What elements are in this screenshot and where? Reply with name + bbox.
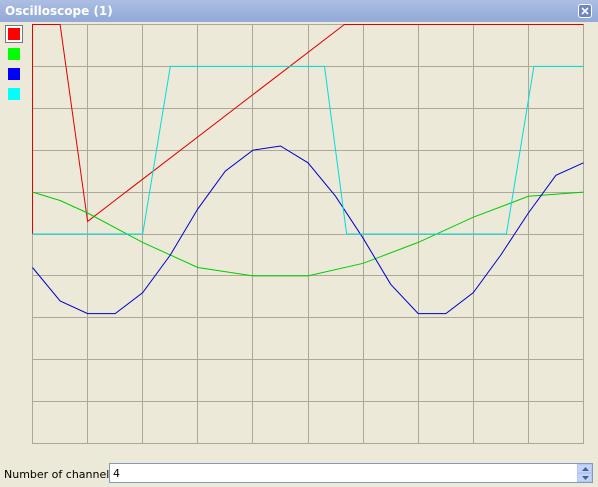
channels-label: Number of channels: bbox=[4, 468, 119, 481]
channel-4-swatch[interactable] bbox=[6, 86, 22, 102]
plot-traces bbox=[32, 24, 584, 315]
channel-4-trace bbox=[32, 65, 584, 235]
channel-3-swatch[interactable] bbox=[6, 66, 22, 82]
channels-value[interactable]: 4 bbox=[113, 467, 120, 480]
title-bar[interactable]: Oscilloscope (1) bbox=[0, 0, 598, 22]
status-bar: Number of channels: 4 bbox=[0, 460, 598, 487]
channel-2-trace bbox=[32, 191, 584, 277]
spin-up-button[interactable] bbox=[577, 464, 592, 473]
content-area: Number of channels: 4 bbox=[0, 22, 598, 487]
channel-1-swatch[interactable] bbox=[5, 25, 23, 43]
close-button[interactable] bbox=[578, 4, 592, 18]
spin-down-button[interactable] bbox=[577, 473, 592, 482]
window-title: Oscilloscope (1) bbox=[5, 4, 113, 18]
channel-2-swatch[interactable] bbox=[6, 46, 22, 62]
spinbox-buttons bbox=[577, 464, 592, 482]
channels-spinbox[interactable]: 4 bbox=[109, 463, 593, 483]
channel-1-trace bbox=[32, 24, 584, 234]
scope-plot[interactable] bbox=[32, 24, 584, 444]
channel-3-trace bbox=[32, 145, 584, 315]
